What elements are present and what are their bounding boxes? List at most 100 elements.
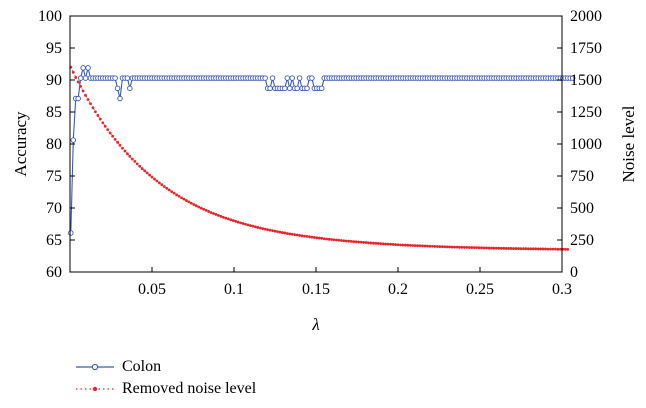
data-point-removed-noise-level — [563, 247, 567, 251]
data-point-removed-noise-level — [221, 215, 225, 219]
data-point-removed-noise-level — [497, 246, 501, 250]
data-point-removed-noise-level — [86, 98, 90, 101]
data-point-removed-noise-level — [177, 194, 181, 198]
y-right-tick-label: 750 — [570, 168, 594, 185]
data-point-colon — [68, 230, 74, 236]
data-point-removed-noise-level — [94, 110, 97, 114]
data-point-removed-noise-level — [113, 137, 117, 141]
data-point-colon — [262, 75, 268, 81]
data-point-removed-noise-level — [322, 237, 326, 241]
y-left-tick-label: 60 — [46, 264, 62, 281]
plot-frame — [69, 15, 563, 273]
data-point-removed-noise-level — [258, 226, 262, 230]
data-point-colon — [77, 75, 84, 81]
data-point-removed-noise-level — [160, 183, 164, 187]
data-point-removed-noise-level — [435, 245, 439, 248]
data-point-removed-noise-level — [526, 247, 530, 251]
data-point-removed-noise-level — [145, 171, 149, 175]
data-point-removed-noise-level — [123, 149, 127, 153]
data-point-removed-noise-level — [433, 245, 437, 248]
data-point-removed-noise-level — [485, 246, 488, 250]
x-axis-title: λ — [311, 315, 319, 334]
data-point-removed-noise-level — [470, 246, 474, 249]
data-point-colon — [569, 75, 576, 81]
data-point-removed-noise-level — [431, 244, 434, 248]
data-point-removed-noise-level — [148, 173, 151, 177]
data-point-removed-noise-level — [453, 245, 456, 249]
data-point-removed-noise-level — [155, 179, 159, 183]
y-left-tick-label: 100 — [38, 8, 62, 25]
y-left-tick-label: 95 — [46, 40, 62, 57]
data-point-removed-noise-level — [384, 242, 388, 246]
series-line-removed-noise-level — [70, 66, 568, 250]
data-point-removed-noise-level — [332, 238, 336, 242]
data-point-removed-noise-level — [391, 242, 395, 246]
data-point-colon — [124, 75, 131, 81]
data-point-removed-noise-level — [84, 93, 87, 97]
y-right-tick-label: 1250 — [570, 104, 602, 121]
data-point-removed-noise-level — [192, 203, 196, 206]
legend-label-removed-noise-level: Removed noise level — [122, 380, 257, 397]
data-point-removed-noise-level — [335, 238, 338, 242]
data-point-removed-noise-level — [357, 240, 361, 244]
data-point-removed-noise-level — [305, 235, 309, 238]
data-point-removed-noise-level — [512, 247, 516, 250]
x-tick-label: 0.25 — [466, 281, 494, 298]
data-point-removed-noise-level — [448, 245, 452, 249]
data-point-removed-noise-level — [416, 244, 420, 248]
data-point-removed-noise-level — [229, 218, 233, 222]
data-point-removed-noise-level — [401, 243, 405, 247]
y-right-tick-label: 1500 — [570, 72, 602, 89]
data-point-removed-noise-level — [273, 229, 277, 233]
data-point-removed-noise-level — [317, 236, 321, 240]
data-point-removed-noise-level — [98, 117, 102, 121]
data-point-removed-noise-level — [549, 247, 552, 251]
data-point-removed-noise-level — [253, 225, 257, 229]
y-left-tick-label: 80 — [46, 136, 62, 153]
data-point-removed-noise-level — [285, 232, 289, 235]
data-point-removed-noise-level — [337, 238, 341, 242]
data-point-removed-noise-level — [170, 190, 174, 194]
data-point-removed-noise-level — [96, 114, 100, 117]
data-point-removed-noise-level — [475, 246, 479, 250]
data-point-removed-noise-level — [396, 243, 400, 247]
data-point-removed-noise-level — [344, 239, 348, 243]
data-point-removed-noise-level — [421, 244, 424, 248]
data-point-removed-noise-level — [214, 213, 218, 216]
data-point-removed-noise-level — [450, 245, 454, 249]
data-point-removed-noise-level — [330, 238, 333, 241]
data-point-removed-noise-level — [539, 247, 543, 251]
data-point-removed-noise-level — [369, 241, 373, 245]
data-point-colon — [309, 75, 315, 81]
data-point-removed-noise-level — [121, 146, 124, 150]
y-right-tick-label: 1000 — [570, 136, 602, 153]
data-point-removed-noise-level — [308, 235, 311, 239]
data-point-removed-noise-level — [509, 247, 513, 250]
data-point-removed-noise-level — [458, 245, 461, 249]
data-point-removed-noise-level — [76, 80, 80, 84]
data-point-removed-noise-level — [386, 242, 390, 246]
data-point-removed-noise-level — [325, 237, 329, 241]
data-point-removed-noise-level — [197, 205, 201, 209]
data-point-colon — [289, 75, 295, 81]
data-point-removed-noise-level — [153, 177, 156, 181]
data-point-removed-noise-level — [133, 160, 137, 163]
data-point-removed-noise-level — [403, 243, 407, 247]
data-point-removed-noise-level — [231, 219, 235, 222]
legend-swatch-removed-noise-level — [76, 386, 114, 392]
data-point-removed-noise-level — [519, 247, 523, 251]
data-point-removed-noise-level — [212, 212, 215, 215]
data-point-removed-noise-level — [116, 140, 119, 144]
legend: Colon Removed noise level — [70, 356, 256, 400]
data-point-removed-noise-level — [194, 204, 198, 208]
y-axis-left-title: Accuracy — [11, 111, 30, 177]
data-point-removed-noise-level — [499, 246, 503, 250]
data-point-colon — [75, 95, 81, 102]
data-point-removed-noise-level — [445, 245, 449, 249]
data-point-removed-noise-level — [128, 155, 132, 158]
data-point-removed-noise-level — [347, 239, 351, 243]
data-point-removed-noise-level — [298, 233, 301, 237]
data-point-removed-noise-level — [312, 236, 316, 239]
data-point-removed-noise-level — [239, 221, 242, 225]
